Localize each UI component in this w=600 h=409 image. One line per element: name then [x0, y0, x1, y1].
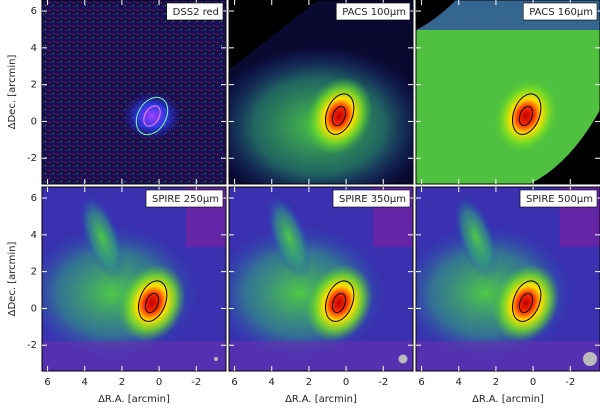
- x-axis-label: ΔR.A. [arcmin]: [285, 394, 357, 405]
- y-tick-label: 6: [31, 6, 37, 17]
- panel-background: [42, 0, 226, 184]
- y-tick-label: -2: [27, 340, 37, 351]
- title-box: [332, 189, 411, 208]
- y-tick-label: 0: [31, 116, 37, 127]
- panel-title: SPIRE 250μm: [152, 194, 219, 205]
- y-tick-label: 0: [31, 303, 37, 314]
- panel-frame: [415, 186, 600, 372]
- edge: [42, 341, 226, 371]
- panel-frame: [228, 186, 414, 372]
- contour: [518, 292, 534, 314]
- title-box: [335, 2, 411, 21]
- x-axis-label: ΔR.A. [arcmin]: [98, 394, 170, 405]
- contour: [331, 105, 347, 127]
- x-tick-label: 2: [493, 377, 499, 388]
- core: [492, 77, 560, 155]
- title-box: [145, 189, 224, 208]
- y-tick-label: -2: [27, 153, 37, 164]
- panel-title: PACS 160μm: [529, 7, 593, 18]
- core: [118, 264, 186, 342]
- panel-frame: [228, 0, 414, 185]
- panel-frame: [415, 0, 600, 185]
- panel-title: PACS 100μm: [342, 7, 406, 18]
- x-tick-label: 0: [343, 377, 349, 388]
- x-tick-label: 2: [119, 377, 125, 388]
- panel: [42, 0, 226, 184]
- contour: [144, 292, 160, 314]
- core: [305, 264, 373, 342]
- title-box: [166, 2, 224, 21]
- contour: [325, 93, 355, 135]
- y-axis-label: ΔDec. [arcmin]: [7, 55, 18, 130]
- y-tick-label: 4: [31, 230, 37, 241]
- x-tick-label: -2: [565, 377, 575, 388]
- x-tick-label: -2: [191, 377, 201, 388]
- empty-region: [416, 0, 456, 30]
- core: [305, 77, 373, 155]
- x-tick-label: -2: [378, 377, 388, 388]
- x-tick-label: 4: [269, 377, 275, 388]
- panel: [42, 187, 226, 371]
- contour: [135, 96, 169, 136]
- emission: [122, 92, 182, 140]
- panel: [416, 187, 600, 371]
- filament: [453, 194, 499, 280]
- y-tick-label: 6: [31, 193, 37, 204]
- contour: [331, 292, 347, 314]
- panel-frame: [41, 186, 227, 372]
- panel-frame: [41, 0, 227, 185]
- x-tick-label: 4: [82, 377, 88, 388]
- beam: [583, 352, 597, 366]
- panel: [416, 0, 600, 184]
- panel: [229, 187, 413, 371]
- edge: [416, 341, 600, 371]
- panel-title: SPIRE 500μm: [526, 194, 593, 205]
- empty-region: [229, 0, 319, 70]
- filament: [79, 194, 125, 280]
- title-box: [522, 2, 598, 21]
- contour: [512, 280, 542, 322]
- contour: [512, 93, 542, 135]
- contour: [518, 105, 534, 127]
- beam: [214, 357, 218, 361]
- x-tick-label: 2: [306, 377, 312, 388]
- x-tick-label: 6: [231, 377, 237, 388]
- x-tick-label: 0: [530, 377, 536, 388]
- panel-title: DSS2 red: [173, 7, 219, 18]
- contour: [325, 280, 355, 322]
- x-tick-label: 6: [44, 377, 50, 388]
- x-axis-label: ΔR.A. [arcmin]: [472, 394, 544, 405]
- y-axis-label: ΔDec. [arcmin]: [7, 242, 18, 317]
- x-tick-label: 4: [456, 377, 462, 388]
- panel-title: SPIRE 350μm: [339, 194, 406, 205]
- x-tick-label: 0: [156, 377, 162, 388]
- title-box: [519, 189, 598, 208]
- y-tick-label: 2: [31, 267, 37, 278]
- contour: [143, 105, 161, 127]
- beam: [398, 354, 408, 364]
- y-tick-label: 2: [31, 80, 37, 91]
- core: [492, 264, 560, 342]
- edge: [229, 341, 413, 371]
- empty-region: [530, 110, 600, 184]
- filament: [266, 194, 312, 280]
- panel: [229, 0, 413, 184]
- contour: [138, 280, 168, 322]
- x-tick-label: 6: [418, 377, 424, 388]
- y-tick-label: 4: [31, 43, 37, 54]
